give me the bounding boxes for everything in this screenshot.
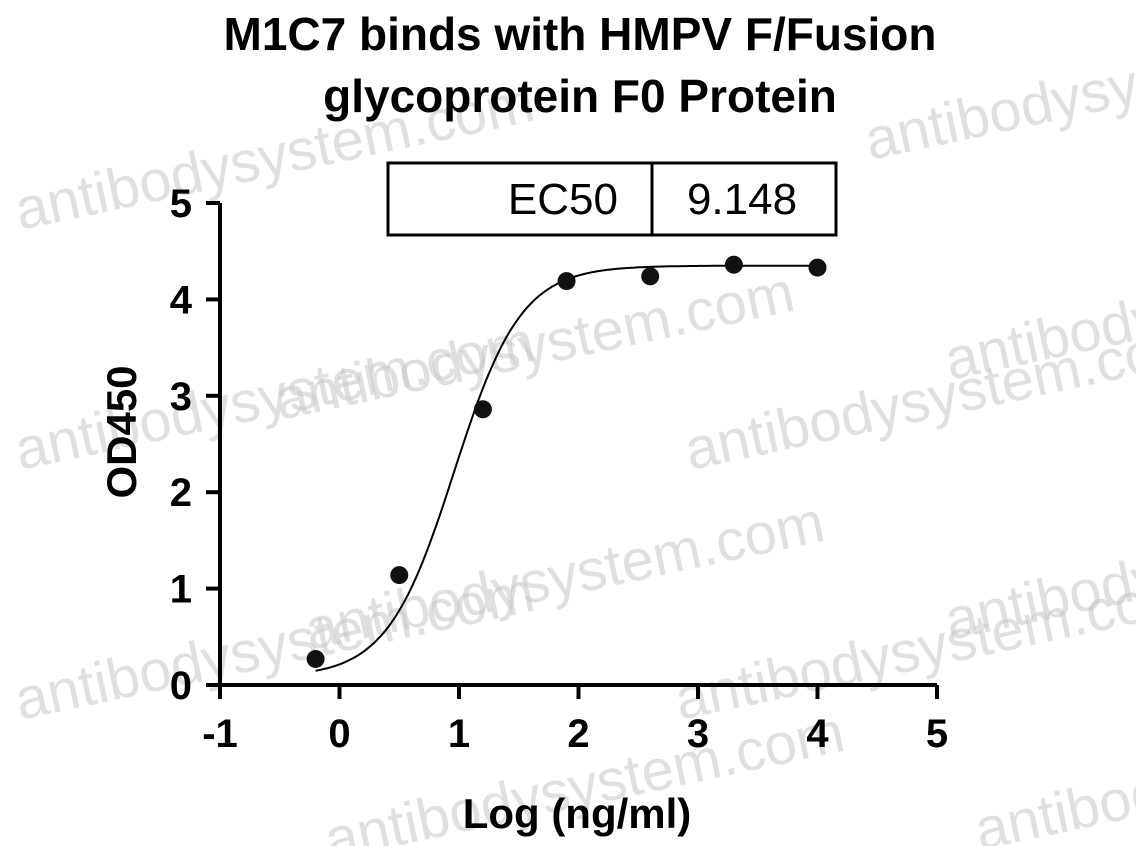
y-tick-label: 1 [170, 568, 192, 612]
y-tick-label: 5 [170, 182, 192, 226]
data-point [808, 258, 827, 277]
x-tick-label: 3 [687, 712, 709, 756]
chart-title-line-2: glycoprotein F0 Protein [323, 70, 837, 122]
y-tick-label: 4 [170, 278, 193, 322]
data-point [724, 255, 743, 274]
y-tick-label: 3 [170, 375, 192, 419]
x-tick-label: 0 [328, 712, 350, 756]
watermark-text: antibodysystem.com [9, 309, 540, 482]
x-tick-label: 4 [806, 712, 829, 756]
data-point [390, 566, 409, 585]
x-tick-label: 2 [567, 712, 589, 756]
x-axis-label: Log (ng/ml) [463, 790, 692, 837]
watermark-text: antibodysystem.com [9, 559, 540, 732]
y-axis-label: OD450 [98, 365, 145, 498]
ec50-table: EC50 9.148 [386, 161, 838, 237]
data-point [641, 267, 660, 286]
y-tick-label: 2 [170, 471, 192, 515]
data-points [306, 255, 827, 668]
data-point [473, 400, 492, 419]
x-tick-label: 1 [448, 712, 470, 756]
x-tick-label: 5 [926, 712, 948, 756]
ec50-value: 9.148 [687, 175, 797, 224]
ec50-table-border [386, 161, 838, 237]
data-point [306, 649, 325, 668]
watermark-text: antibodysystem.com [969, 689, 1136, 846]
y-tick-label: 0 [170, 664, 192, 708]
x-tick-label: -1 [202, 712, 238, 756]
data-point [557, 272, 576, 291]
chart-title-line-1: M1C7 binds with HMPV F/Fusion [224, 8, 937, 60]
ec50-label: EC50 [508, 175, 618, 224]
